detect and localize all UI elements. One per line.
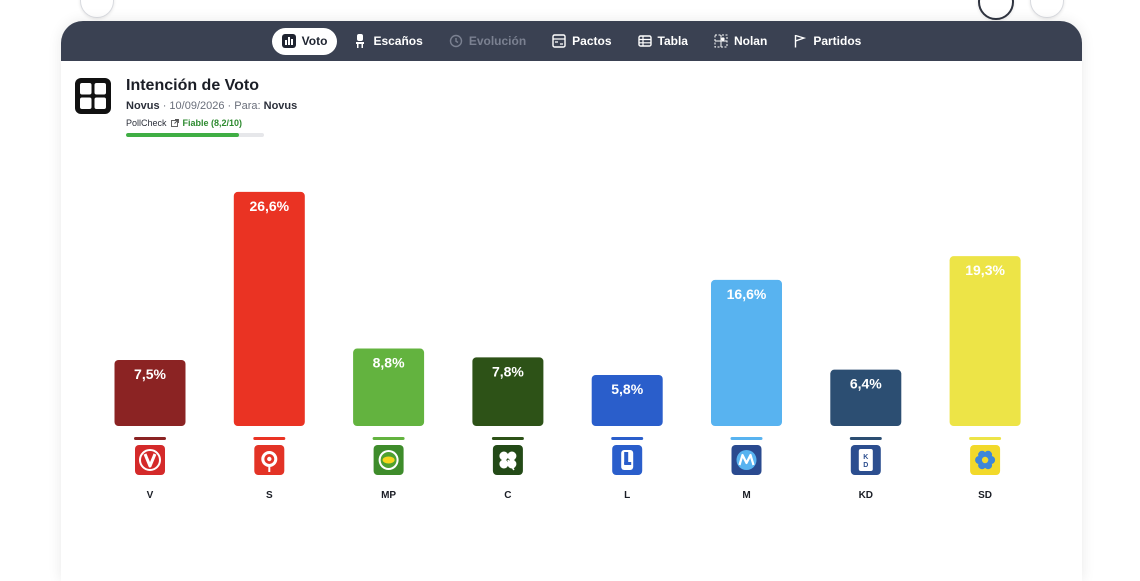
tab-nolan[interactable]: Nolan bbox=[704, 28, 777, 55]
seat-icon bbox=[356, 34, 365, 48]
tab-label: Nolan bbox=[733, 34, 768, 48]
share-button[interactable] bbox=[1030, 0, 1064, 18]
svg-text:K: K bbox=[863, 454, 868, 461]
bar-mp[interactable] bbox=[353, 348, 425, 426]
reliability-bar-fill bbox=[126, 133, 240, 137]
party-color-marker bbox=[730, 437, 763, 440]
m-letter-logo-icon bbox=[731, 445, 762, 475]
data-label: 8,8% bbox=[373, 355, 405, 371]
party-color-marker bbox=[849, 437, 882, 440]
party-color-marker bbox=[253, 437, 286, 440]
bar-m[interactable] bbox=[711, 279, 782, 426]
separator: · bbox=[162, 100, 167, 112]
separator: · bbox=[227, 100, 232, 112]
pollcheck-row: PollCheck Fiable (8,2/10) bbox=[126, 117, 297, 129]
category-label: C bbox=[504, 490, 511, 501]
party-color-marker bbox=[491, 437, 524, 440]
sd-flower-logo-icon bbox=[970, 445, 1001, 475]
pollcheck-link[interactable]: PollCheck bbox=[126, 118, 167, 128]
category-label: S bbox=[266, 490, 273, 501]
poll-meta: Novus · 10/09/2026 · Para: Novus bbox=[126, 98, 297, 114]
v-party-logo-icon bbox=[135, 445, 165, 475]
party-color-marker bbox=[969, 437, 1002, 440]
bar-kd[interactable] bbox=[830, 369, 902, 426]
tab-partidos[interactable]: Partidos bbox=[783, 28, 871, 55]
vote-bar-chart: 7,5%V26,6%S8,8%MP7,8%C5,8%L16,6%M6,4%KDK… bbox=[114, 191, 1021, 501]
reliability-score: Fiable (8,2/10) bbox=[182, 118, 243, 128]
bar-v[interactable] bbox=[114, 360, 186, 426]
party-color-marker bbox=[134, 437, 166, 440]
svg-text:D: D bbox=[863, 462, 868, 469]
mp-sunflower-logo-icon bbox=[373, 445, 404, 475]
table-icon bbox=[637, 35, 652, 47]
bar-chart-icon bbox=[281, 34, 296, 48]
client-name: Novus bbox=[263, 100, 298, 112]
tab-tabla[interactable]: Tabla bbox=[628, 28, 698, 55]
tab-evolucion[interactable]: Evolución bbox=[439, 28, 536, 55]
category-label: M bbox=[742, 490, 750, 501]
category-label: V bbox=[147, 490, 154, 501]
external-link-icon[interactable] bbox=[170, 119, 179, 127]
reliability-bar bbox=[126, 133, 264, 137]
category-label: MP bbox=[381, 490, 396, 501]
pollster-name: Novus bbox=[126, 100, 160, 112]
party-color-marker bbox=[372, 437, 405, 440]
party-color-marker bbox=[611, 437, 644, 440]
data-label: 26,6% bbox=[249, 198, 289, 214]
poll-date: 10/09/2026 bbox=[169, 100, 225, 112]
kd-letters-logo-icon: KD bbox=[850, 445, 881, 475]
category-label: KD bbox=[859, 490, 873, 501]
bar-sd[interactable] bbox=[949, 256, 1021, 426]
c-clover-logo-icon bbox=[492, 445, 523, 475]
tab-label: Voto bbox=[301, 34, 328, 48]
s-rose-logo-icon bbox=[254, 445, 285, 475]
bar-l[interactable] bbox=[591, 374, 663, 426]
settings-button[interactable] bbox=[978, 0, 1014, 20]
tab-label: Pactos bbox=[572, 34, 612, 48]
data-label: 7,5% bbox=[134, 366, 166, 382]
category-label: L bbox=[624, 490, 630, 501]
client-label: Para: bbox=[234, 100, 261, 112]
history-icon bbox=[449, 34, 463, 48]
l-letter-logo-icon bbox=[612, 445, 643, 475]
tab-label: Tabla bbox=[657, 34, 688, 48]
page-title: Intención de Voto bbox=[126, 77, 260, 94]
data-label: 19,3% bbox=[965, 262, 1005, 278]
grid-logo-icon bbox=[75, 78, 111, 114]
category-label: SD bbox=[978, 490, 992, 501]
pacts-icon bbox=[552, 34, 566, 48]
tab-label: Partidos bbox=[813, 34, 862, 48]
tab-label: Evolución bbox=[468, 34, 527, 48]
data-label: 5,8% bbox=[611, 381, 643, 397]
tab-label: Escaños bbox=[373, 34, 423, 48]
data-label: 16,6% bbox=[727, 286, 767, 302]
bar-s[interactable] bbox=[233, 191, 305, 426]
nolan-icon bbox=[714, 34, 728, 48]
data-label: 7,8% bbox=[492, 363, 524, 379]
poll-card: Voto Escaños Evolución Pactos Tabla Nola… bbox=[61, 21, 1082, 581]
tab-pactos[interactable]: Pactos bbox=[542, 28, 621, 55]
tab-escanos[interactable]: Escaños bbox=[343, 28, 432, 55]
bar-c[interactable] bbox=[472, 357, 544, 426]
avatar-button[interactable] bbox=[80, 0, 114, 18]
tab-voto[interactable]: Voto bbox=[271, 27, 338, 55]
data-label: 6,4% bbox=[850, 376, 882, 392]
view-tabs: Voto Escaños Evolución Pactos Tabla Nola… bbox=[61, 21, 1082, 61]
flag-icon bbox=[795, 34, 807, 48]
